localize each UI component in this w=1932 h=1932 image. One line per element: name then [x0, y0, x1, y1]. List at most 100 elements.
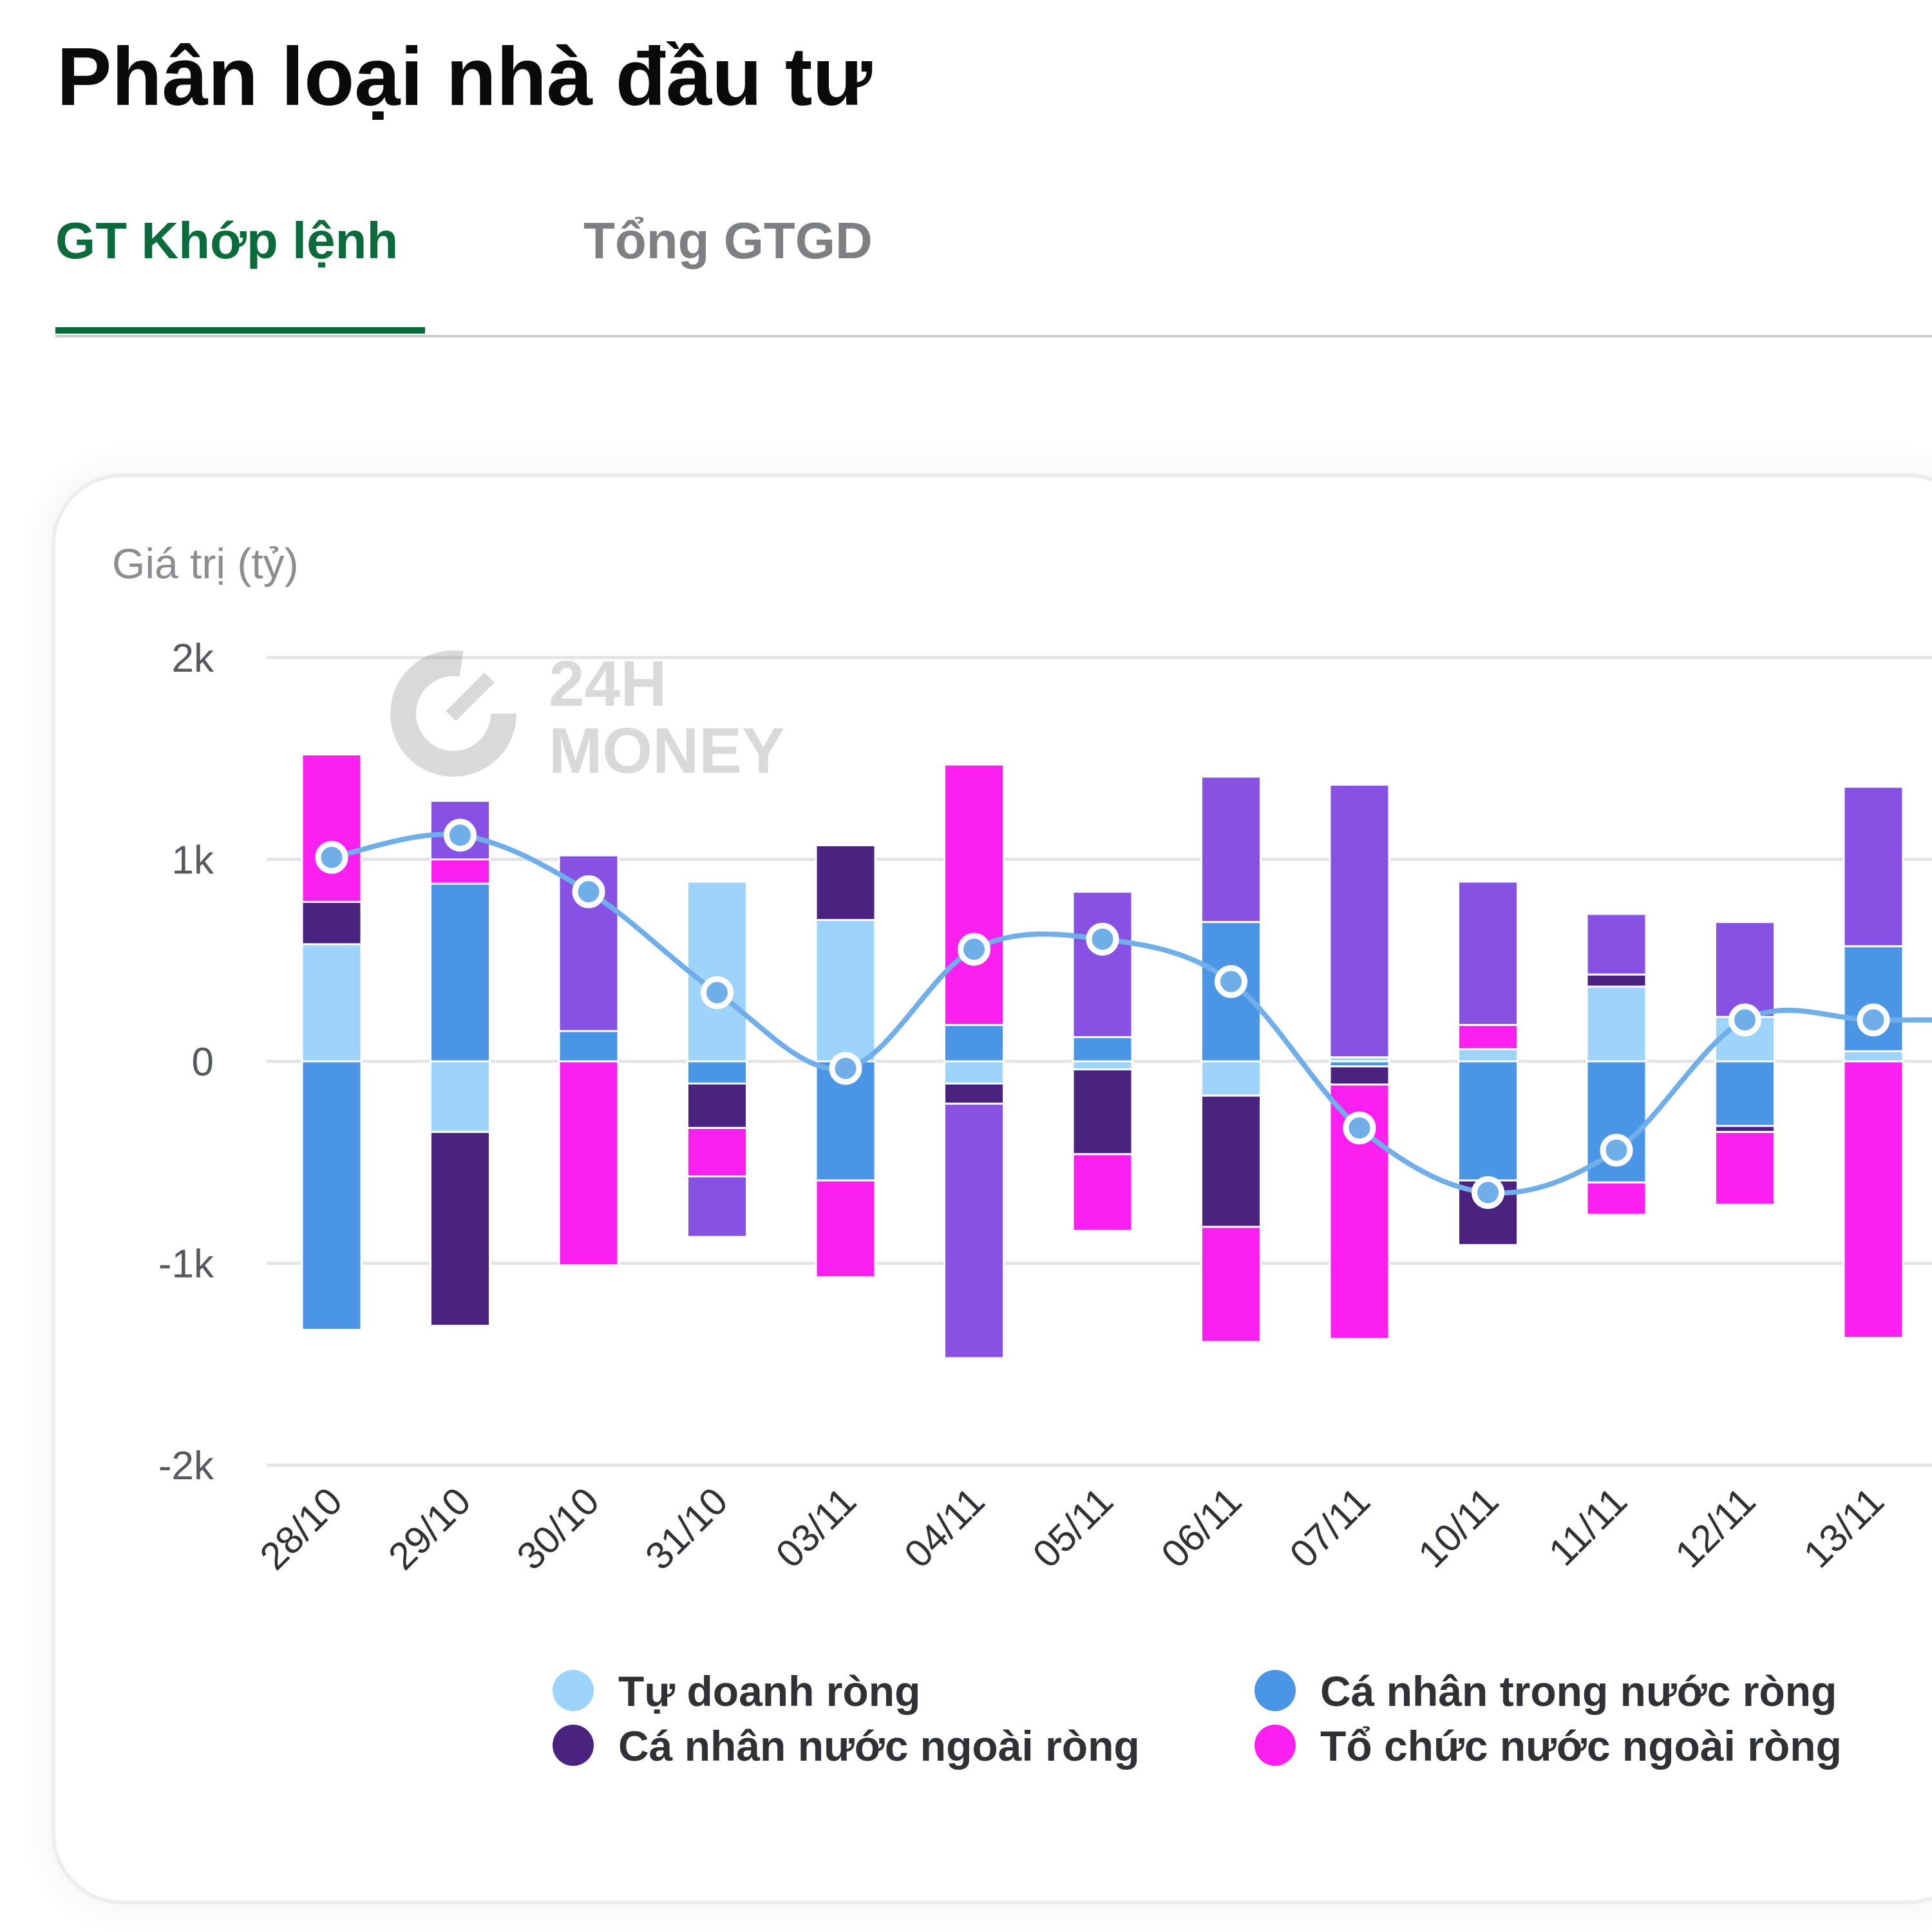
active-tab-indicator	[55, 327, 425, 334]
legend-marker	[1255, 1725, 1296, 1766]
bar-segment[interactable]	[943, 1103, 1005, 1359]
bar-segment[interactable]	[1714, 1060, 1776, 1127]
watermark-text-money: MONEY	[549, 715, 785, 787]
bar-segment[interactable]	[1200, 775, 1262, 923]
watermark-logo: 24H MONEY	[390, 648, 785, 787]
x-tick-label: 31/10	[637, 1479, 736, 1578]
bar-segment[interactable]	[687, 880, 748, 1063]
bar-segment[interactable]	[1072, 1060, 1133, 1071]
bar-segment[interactable]	[1457, 880, 1519, 1027]
line-point[interactable]	[572, 875, 605, 909]
y-tick-label: -2k	[158, 1444, 214, 1488]
bar-segment[interactable]	[687, 1175, 748, 1238]
bar-segment[interactable]	[1072, 891, 1133, 1038]
y-axis-label: Giá trị (tỷ)	[112, 540, 299, 587]
bar-segment[interactable]	[430, 882, 491, 1063]
bar-segment[interactable]	[1586, 985, 1647, 1063]
bar-segment[interactable]	[301, 900, 363, 945]
x-tick-label: 12/11	[1667, 1479, 1763, 1576]
legend-label[interactable]: Cá nhân nước ngoài ròng	[618, 1722, 1140, 1770]
bar-segment[interactable]	[1586, 1181, 1647, 1216]
y-tick-label: 0	[192, 1040, 214, 1084]
bar-segment[interactable]	[943, 1060, 1005, 1084]
bar-segment[interactable]	[1329, 1065, 1390, 1086]
x-tick-label: 06/11	[1153, 1479, 1249, 1576]
x-tick-label: 07/11	[1282, 1479, 1378, 1576]
watermark-icon	[390, 650, 516, 777]
bar-segment[interactable]	[1586, 973, 1647, 988]
tab-bar: GT Khớp lệnh Tổng GTGD	[55, 193, 1932, 337]
bar-segment[interactable]	[430, 858, 491, 885]
tab-gt-khop-lenh[interactable]: GT Khớp lệnh	[55, 212, 399, 269]
x-tick-label: 04/11	[896, 1479, 992, 1576]
bar-segment[interactable]	[1714, 1131, 1776, 1206]
bar-segment[interactable]	[430, 1060, 491, 1133]
line-point[interactable]	[829, 1052, 862, 1085]
line-point[interactable]	[1728, 1003, 1761, 1037]
line-point[interactable]	[1215, 965, 1247, 998]
line-point[interactable]	[958, 933, 990, 966]
x-tick-label: 10/11	[1410, 1479, 1506, 1576]
bar-segment[interactable]	[1200, 1226, 1262, 1343]
x-tick-label: 11/11	[1540, 1479, 1635, 1574]
bar-segment[interactable]	[687, 1082, 748, 1129]
bar-segment[interactable]	[1457, 1024, 1519, 1050]
bar-segment[interactable]	[1842, 786, 1904, 947]
bar-segment[interactable]	[1842, 1050, 1904, 1063]
y-tick-label: 1k	[172, 838, 214, 883]
legend-marker	[1255, 1670, 1296, 1711]
line-point[interactable]	[315, 840, 348, 874]
bar-segment[interactable]	[1200, 1094, 1262, 1228]
legend-marker	[553, 1670, 594, 1711]
legend-label[interactable]: Tự doanh ròng	[618, 1667, 920, 1715]
page-title: Phân loại nhà đầu tư	[57, 31, 873, 123]
bar-segment[interactable]	[1072, 1068, 1133, 1155]
bar-segment[interactable]	[1586, 913, 1647, 976]
total-line	[331, 831, 1932, 1196]
watermark-text-24h: 24H	[549, 648, 667, 720]
y-tick-label: 2k	[172, 636, 214, 681]
line-point[interactable]	[1086, 922, 1119, 956]
bar-segment[interactable]	[943, 1082, 1005, 1105]
bar-segment[interactable]	[301, 753, 363, 903]
bar-segment[interactable]	[558, 1060, 620, 1267]
bar-segment[interactable]	[301, 1060, 363, 1331]
line-point[interactable]	[1600, 1133, 1633, 1167]
bar-segment[interactable]	[943, 763, 1005, 1027]
tab-tong-gtgd[interactable]: Tổng GTGD	[583, 212, 873, 269]
bar-segment[interactable]	[1457, 1048, 1519, 1063]
line-point[interactable]	[1343, 1111, 1376, 1144]
line-point[interactable]	[701, 976, 734, 1009]
bar-segment[interactable]	[430, 1131, 491, 1327]
bar-segment[interactable]	[1842, 1060, 1904, 1339]
line-point[interactable]	[1472, 1176, 1504, 1209]
bar-segment[interactable]	[1714, 921, 1776, 1018]
bar-segment[interactable]	[1072, 1036, 1133, 1063]
x-tick-label: 14/11	[1924, 1479, 1932, 1576]
bar-segment[interactable]	[1072, 1153, 1133, 1232]
bar-segment[interactable]	[815, 844, 876, 922]
line-point[interactable]	[1857, 1003, 1890, 1037]
x-tick-label: 05/11	[1025, 1479, 1121, 1576]
legend-label[interactable]: Cá nhân trong nước ròng	[1320, 1667, 1837, 1715]
x-tick-label: 29/10	[380, 1479, 479, 1578]
bar-segment[interactable]	[815, 1179, 876, 1278]
x-tick-label: 13/11	[1795, 1479, 1892, 1576]
x-tick-label: 03/11	[768, 1479, 864, 1576]
x-tick-label: 28/10	[252, 1479, 351, 1578]
bar-segment[interactable]	[1329, 784, 1390, 1059]
legend-marker	[553, 1725, 594, 1766]
x-tick-label: 30/10	[509, 1479, 608, 1578]
bar-segment[interactable]	[301, 943, 363, 1063]
bar-segment[interactable]	[558, 1030, 620, 1063]
bar-segment[interactable]	[687, 1060, 748, 1084]
line-point[interactable]	[444, 819, 477, 852]
legend-label[interactable]: Tổ chức nước ngoài ròng	[1320, 1722, 1842, 1770]
y-tick-label: -1k	[158, 1242, 214, 1287]
bar-segment[interactable]	[815, 919, 876, 1063]
bar-segment[interactable]	[943, 1024, 1005, 1063]
bar-segment[interactable]	[1200, 1060, 1262, 1097]
bar-segment[interactable]	[1457, 1060, 1519, 1182]
bar-segment[interactable]	[687, 1126, 748, 1178]
